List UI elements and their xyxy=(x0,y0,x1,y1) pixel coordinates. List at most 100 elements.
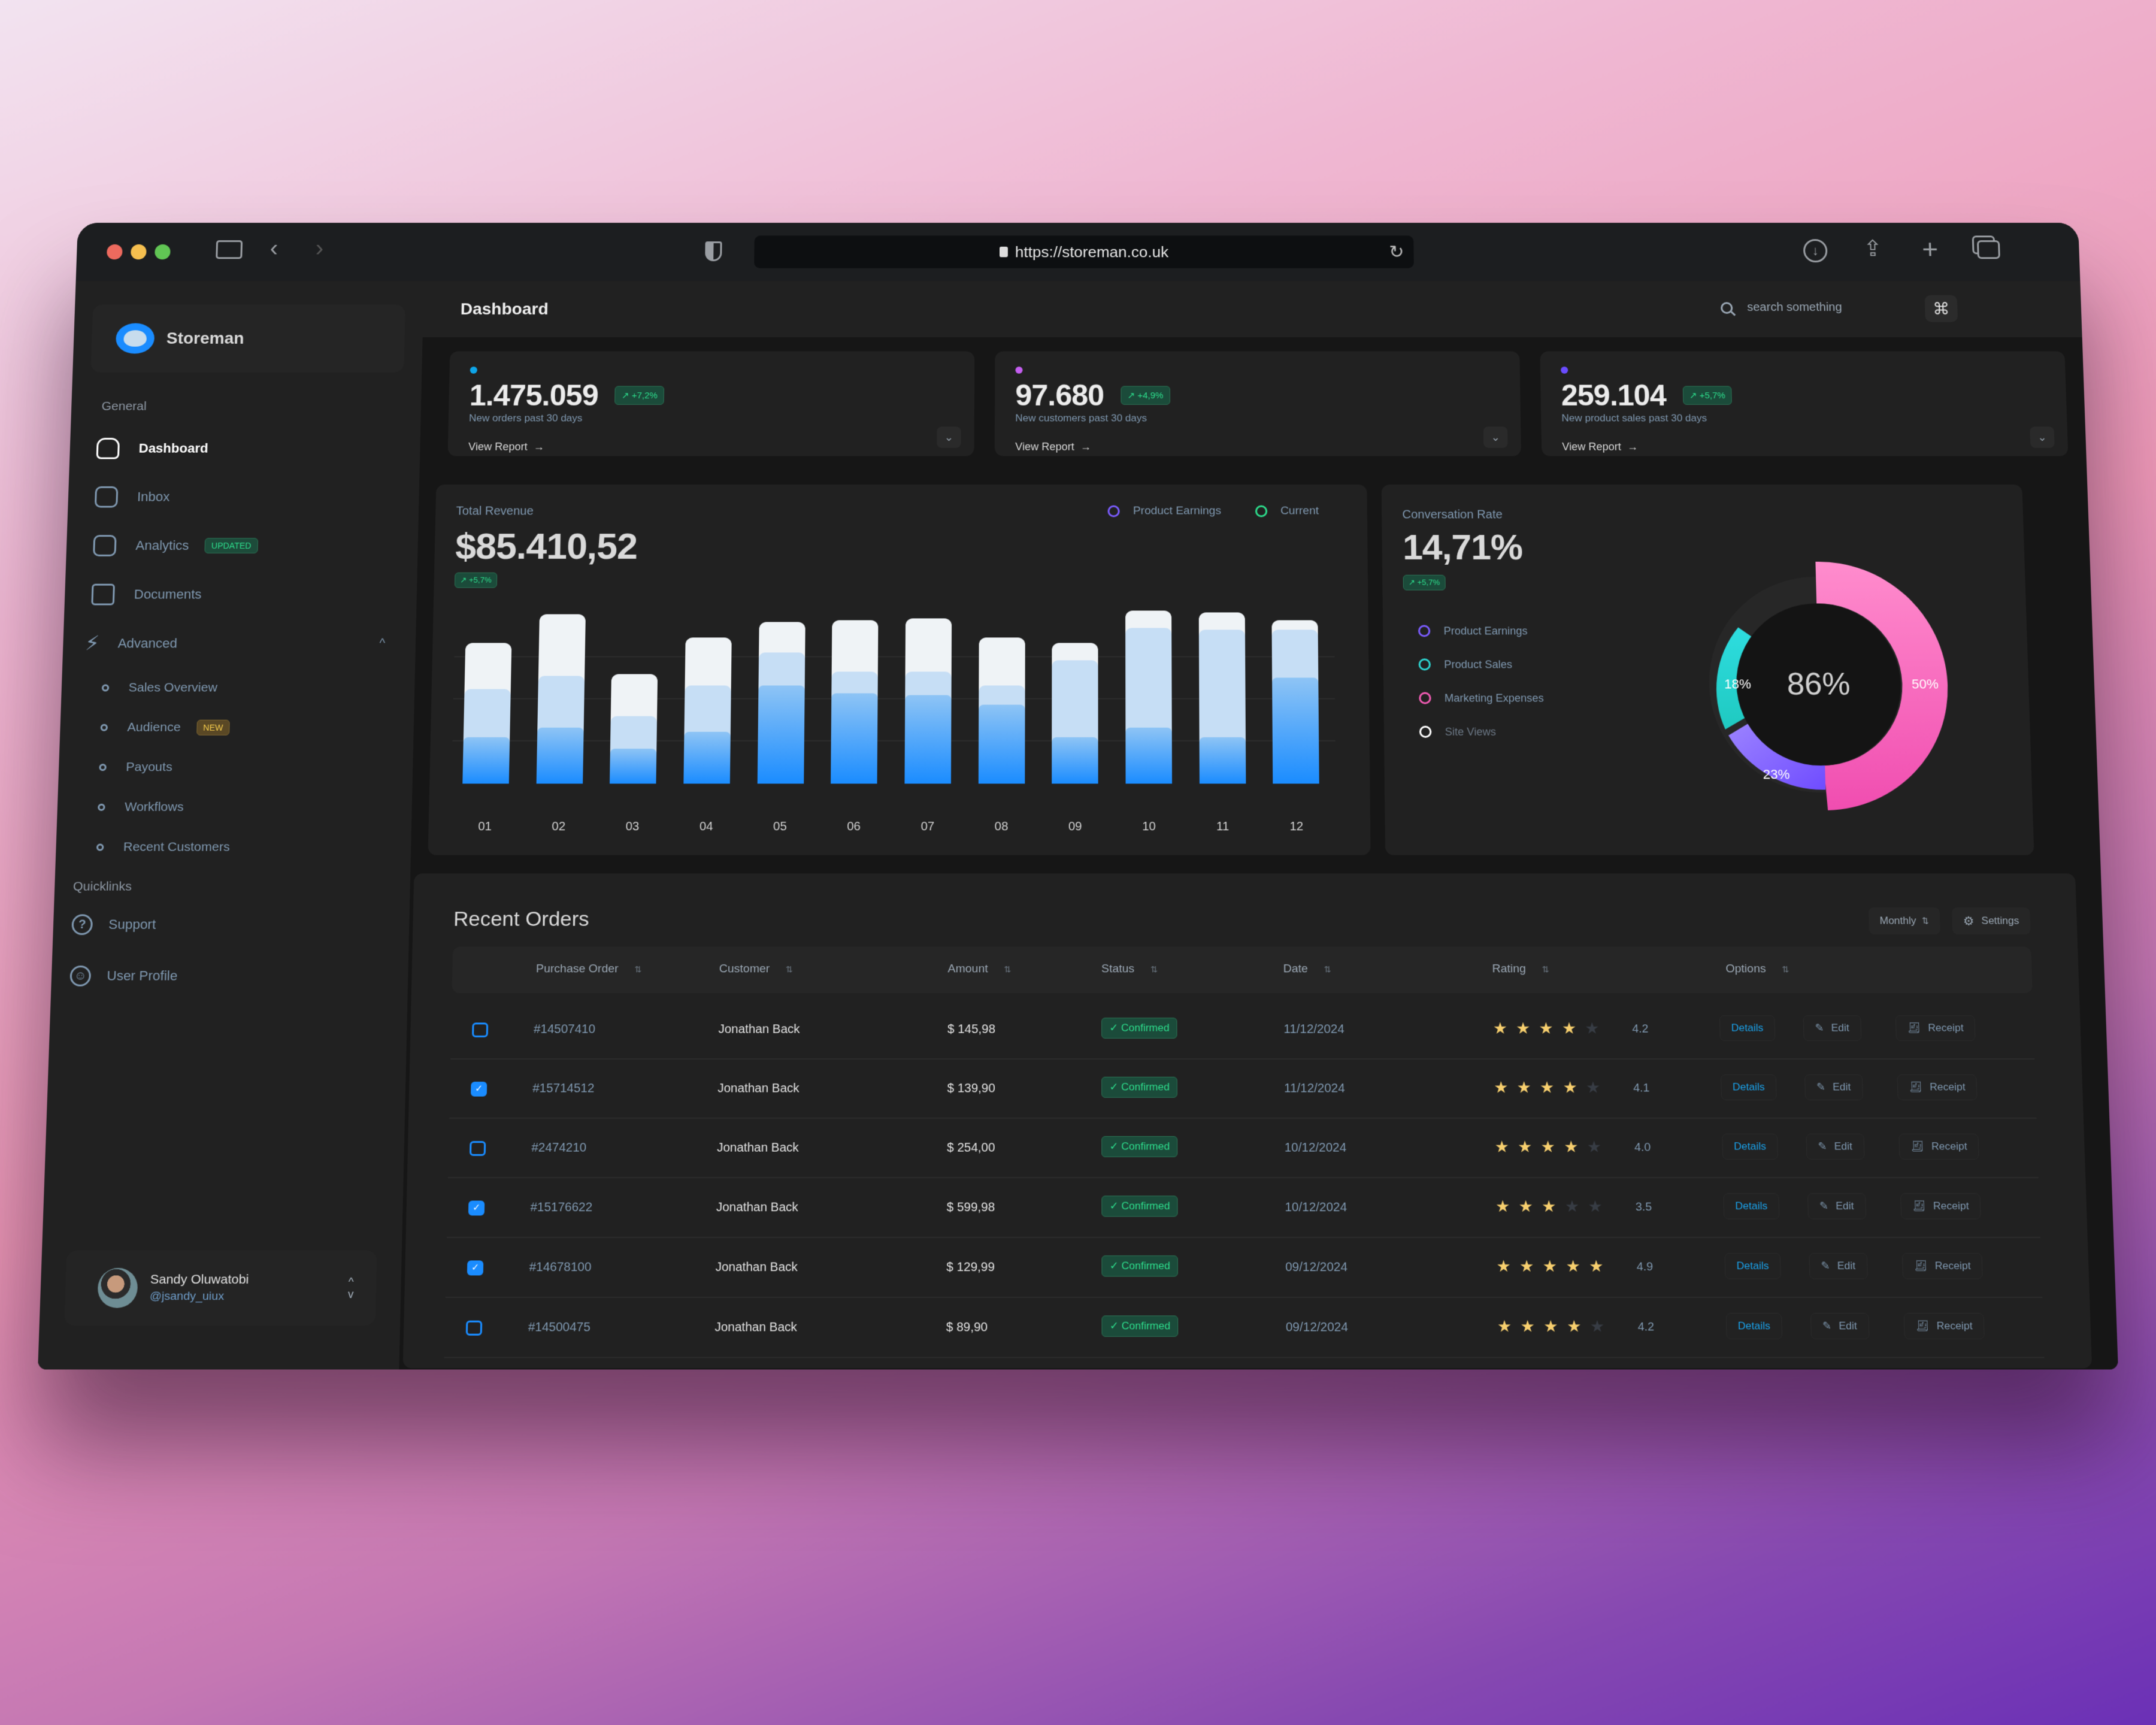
details-button[interactable]: Details xyxy=(1724,1253,1780,1279)
bar-09[interactable] xyxy=(1052,643,1098,784)
user-switcher[interactable]: Sandy Oluwatobi @jsandy_uiux ^ v xyxy=(64,1251,377,1325)
settings-button[interactable]: ⚙ Settings xyxy=(1952,907,2031,934)
column-purchase-order[interactable]: Purchase Order ⇅ xyxy=(536,963,642,976)
sidebar-item-dashboard[interactable]: Dashboard xyxy=(87,424,402,473)
minimize-window-button[interactable] xyxy=(131,244,147,259)
column-rating[interactable]: Rating ⇅ xyxy=(1492,963,1549,976)
column-options[interactable]: Options ⇅ xyxy=(1725,963,1789,976)
details-button[interactable]: Details xyxy=(1722,1134,1778,1160)
purchase-order-link[interactable]: #14507410 xyxy=(534,1022,595,1037)
forward-icon[interactable]: › xyxy=(315,235,323,262)
quicklink-user-profile[interactable]: ☺ User Profile xyxy=(69,951,390,1002)
row-checkbox[interactable] xyxy=(472,1022,488,1037)
details-button[interactable]: Details xyxy=(1723,1193,1779,1219)
bar-03[interactable] xyxy=(610,674,658,783)
sidebar-subitem-workflows[interactable]: Workflows xyxy=(75,787,394,827)
edit-button[interactable]: ✎ Edit xyxy=(1806,1134,1864,1160)
column-amount[interactable]: Amount ⇅ xyxy=(947,963,1011,976)
view-report-link[interactable]: View Report → xyxy=(1015,441,1500,453)
chevron-down-icon[interactable]: ⌄ xyxy=(2030,426,2054,447)
edit-button[interactable]: ✎ Edit xyxy=(1807,1193,1866,1219)
table-row[interactable]: ✓ #15714512 Jonathan Back $ 139,90 ✓ Confirm… xyxy=(449,1061,2036,1119)
details-button[interactable]: Details xyxy=(1721,1075,1777,1100)
chevron-up-icon[interactable]: ^ xyxy=(379,637,385,650)
stat-card-product-sales: 259.104 ↗ +5,7% New product sales past 30… xyxy=(1540,352,2068,456)
table-row[interactable]: #14507410 Jonathan Back $ 145,98 ✓ Confirme… xyxy=(450,1001,2034,1059)
bar-02[interactable] xyxy=(536,615,585,784)
receipt-icon: 🧾︎ xyxy=(1907,1022,1921,1034)
back-icon[interactable]: ‹ xyxy=(270,235,278,262)
sidebar-toggle-icon[interactable] xyxy=(216,240,243,259)
bar-06[interactable] xyxy=(831,620,878,783)
table-row[interactable]: #2474210 Jonathan Back $ 254,00 ✓ Confirmed… xyxy=(448,1120,2039,1178)
table-row[interactable]: #14500475 Jonathan Back $ 89,90 ✓ Confirmed… xyxy=(444,1299,2045,1358)
bar-05[interactable] xyxy=(757,622,805,784)
receipt-button[interactable]: 🧾︎ Receipt xyxy=(1895,1015,1976,1041)
download-icon[interactable]: ↓ xyxy=(1803,239,1828,262)
receipt-button[interactable]: 🧾︎ Receipt xyxy=(1904,1313,1985,1339)
chevron-down-icon[interactable]: ⌄ xyxy=(1483,426,1508,447)
row-checkbox[interactable] xyxy=(470,1141,486,1156)
bar-07[interactable] xyxy=(904,618,952,783)
quicklink-support[interactable]: ? Support xyxy=(71,899,391,951)
sidebar-subitem-recent-customers[interactable]: Recent Customers xyxy=(74,827,393,867)
receipt-button[interactable]: 🧾︎ Receipt xyxy=(1898,1134,1979,1160)
details-button[interactable]: Details xyxy=(1719,1015,1775,1041)
receipt-button[interactable]: 🧾︎ Receipt xyxy=(1902,1253,1983,1279)
url-bar[interactable]: https://storeman.co.uk ↻ xyxy=(754,235,1414,268)
row-checkbox[interactable]: ✓ xyxy=(468,1201,485,1216)
table-row[interactable]: ✓ #15176622 Jonathan Back $ 599,98 ✓ Confirm… xyxy=(447,1179,2040,1238)
trend-badge: ↗ +7,2% xyxy=(615,386,665,404)
bar-12[interactable] xyxy=(1272,620,1319,783)
tabs-overview-icon[interactable] xyxy=(1977,240,2000,259)
purchase-order-link[interactable]: #15176622 xyxy=(530,1201,592,1215)
search-input[interactable]: search something xyxy=(1721,301,1842,314)
edit-button[interactable]: ✎ Edit xyxy=(1803,1015,1861,1041)
legend-current[interactable]: Current xyxy=(1255,505,1319,518)
bar-10[interactable] xyxy=(1125,610,1172,783)
command-shortcut-button[interactable]: ⌘ xyxy=(1925,295,1958,322)
column-status[interactable]: Status ⇅ xyxy=(1101,963,1158,976)
chevron-up-down-icon[interactable]: ^ v xyxy=(348,1275,354,1300)
edit-button[interactable]: ✎ Edit xyxy=(1810,1313,1869,1339)
maximize-window-button[interactable] xyxy=(155,244,171,259)
share-icon[interactable]: ⇪ xyxy=(1863,235,1883,262)
new-tab-icon[interactable]: + xyxy=(1922,233,1939,265)
sidebar-item-analytics[interactable]: Analytics UPDATED xyxy=(84,521,400,570)
edit-button[interactable]: ✎ Edit xyxy=(1809,1253,1867,1279)
details-button[interactable]: Details xyxy=(1726,1313,1782,1339)
sidebar-subitem-payouts[interactable]: Payouts xyxy=(77,748,395,788)
row-checkbox[interactable] xyxy=(466,1321,483,1336)
column-date[interactable]: Date ⇅ xyxy=(1283,963,1331,976)
view-report-link[interactable]: View Report → xyxy=(468,441,954,453)
close-window-button[interactable] xyxy=(107,244,123,259)
view-report-link[interactable]: View Report → xyxy=(1562,441,2048,453)
bar-11[interactable] xyxy=(1198,613,1246,784)
bar-08[interactable] xyxy=(978,637,1025,783)
row-checkbox[interactable]: ✓ xyxy=(467,1260,483,1275)
table-row[interactable]: ✓ #14678100 Jonathan Back $ 129,99 ✓ Confirm… xyxy=(446,1239,2043,1298)
column-customer[interactable]: Customer ⇅ xyxy=(719,963,793,976)
purchase-order-link[interactable]: #15714512 xyxy=(532,1082,595,1096)
chevron-down-icon[interactable]: ⌄ xyxy=(937,426,961,447)
period-select[interactable]: Monthly ⇅ xyxy=(1869,907,1940,934)
sidebar-item-documents[interactable]: Documents xyxy=(82,570,399,619)
purchase-order-link[interactable]: #14678100 xyxy=(529,1260,592,1275)
sidebar-subitem-sales-overview[interactable]: Sales Overview xyxy=(79,668,396,707)
receipt-button[interactable]: 🧾︎ Receipt xyxy=(1900,1193,1981,1219)
sidebar-group-advanced[interactable]: ⚡︎ Advanced ^ xyxy=(80,619,398,668)
legend-product-earnings[interactable]: Product Earnings xyxy=(1107,505,1221,518)
brand[interactable]: Storeman xyxy=(90,304,405,373)
sidebar-item-inbox[interactable]: Inbox xyxy=(86,473,401,521)
purchase-order-link[interactable]: #2474210 xyxy=(531,1141,586,1155)
bar-04[interactable] xyxy=(683,637,731,783)
x-axis-label: 10 xyxy=(1126,820,1173,834)
bar-01[interactable] xyxy=(462,643,511,784)
receipt-button[interactable]: 🧾︎ Receipt xyxy=(1897,1075,1977,1100)
row-checkbox[interactable]: ✓ xyxy=(471,1082,487,1097)
purchase-order-link[interactable]: #14500475 xyxy=(528,1321,591,1335)
edit-button[interactable]: ✎ Edit xyxy=(1804,1075,1863,1100)
shield-icon[interactable] xyxy=(705,241,722,261)
sidebar-subitem-audience[interactable]: Audience NEW xyxy=(78,708,396,748)
reload-icon[interactable]: ↻ xyxy=(1389,242,1404,262)
